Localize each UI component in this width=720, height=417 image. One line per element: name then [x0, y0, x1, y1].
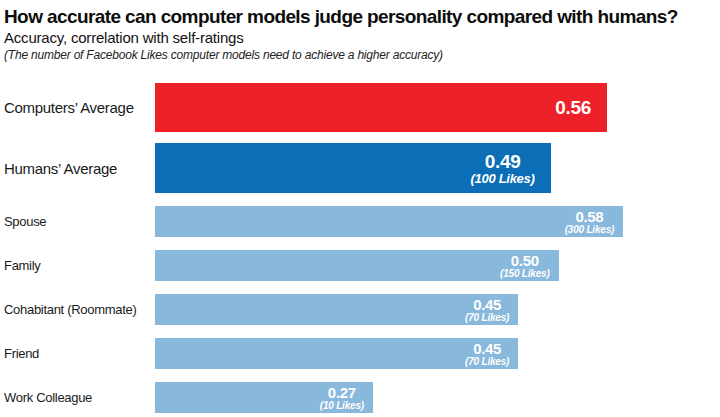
bar-computers-average: 0.56: [155, 83, 607, 132]
bar-value-block: 0.56: [555, 97, 591, 118]
bar-track: 0.50 (150 Likes): [155, 250, 720, 281]
bar-value: 0.58: [575, 209, 603, 224]
bar-track: 0.58 (300 Likes): [155, 206, 720, 237]
bar-row-spouse: Spouse 0.58 (300 Likes): [0, 206, 720, 237]
bar-likes-label: (70 Likes): [465, 312, 509, 323]
bar-value-block: 0.50 (150 Likes): [500, 253, 550, 279]
bar-value: 0.45: [473, 341, 501, 356]
bar-label-humans-average: Humans’ Average: [0, 160, 155, 177]
bar-likes-label: (100 Likes): [471, 172, 535, 186]
bar-track: 0.45 (70 Likes): [155, 294, 720, 325]
bar-track: 0.27 (10 Likes): [155, 382, 720, 413]
chart-note: (The number of Facebook Likes computer m…: [4, 48, 716, 62]
bar-row-cohabitant: Cohabitant (Roommate) 0.45 (70 Likes): [0, 294, 720, 325]
bar-cohabitant: 0.45 (70 Likes): [155, 294, 518, 325]
chart-subtitle: Accuracy, correlation with self-ratings: [4, 28, 716, 48]
bar-row-computers-average: Computers’ Average 0.56: [0, 83, 720, 132]
bar-chart: Computers’ Average 0.56 Humans’ Average …: [0, 83, 720, 413]
bar-value: 0.56: [555, 97, 591, 118]
bar-label-family: Family: [0, 258, 155, 273]
bar-label-cohabitant: Cohabitant (Roommate): [0, 302, 155, 317]
bar-row-friend: Friend 0.45 (70 Likes): [0, 338, 720, 369]
bar-spouse: 0.58 (300 Likes): [155, 206, 623, 237]
bar-value: 0.27: [328, 385, 356, 400]
bar-likes-label: (150 Likes): [500, 268, 550, 279]
bar-label-friend: Friend: [0, 346, 155, 361]
bar-value-block: 0.45 (70 Likes): [465, 341, 509, 367]
bar-likes-label: (300 Likes): [565, 224, 615, 235]
bar-value-block: 0.27 (10 Likes): [320, 385, 364, 411]
chart-header: How accurate can computer models judge p…: [0, 0, 720, 62]
bar-family: 0.50 (150 Likes): [155, 250, 559, 281]
bar-value: 0.45: [473, 297, 501, 312]
bar-label-work-colleague: Work Colleague: [0, 390, 155, 405]
chart-title: How accurate can computer models judge p…: [4, 5, 716, 28]
bar-row-work-colleague: Work Colleague 0.27 (10 Likes): [0, 382, 720, 413]
bar-row-family: Family 0.50 (150 Likes): [0, 250, 720, 281]
bar-work-colleague: 0.27 (10 Likes): [155, 382, 373, 413]
bar-value: 0.50: [511, 253, 539, 268]
bar-label-spouse: Spouse: [0, 214, 155, 229]
bar-value: 0.49: [485, 151, 521, 172]
bar-humans-average: 0.49 (100 Likes): [155, 143, 551, 193]
bar-track: 0.45 (70 Likes): [155, 338, 720, 369]
bar-row-humans-average: Humans’ Average 0.49 (100 Likes): [0, 143, 720, 193]
bar-track: 0.49 (100 Likes): [155, 143, 720, 193]
bar-track: 0.56: [155, 83, 720, 132]
bar-label-computers-average: Computers’ Average: [0, 99, 155, 116]
chart-canvas: How accurate can computer models judge p…: [0, 0, 720, 417]
bar-likes-label: (70 Likes): [465, 356, 509, 367]
bar-value-block: 0.49 (100 Likes): [471, 151, 535, 186]
bar-value-block: 0.58 (300 Likes): [565, 209, 615, 235]
bar-value-block: 0.45 (70 Likes): [465, 297, 509, 323]
bar-likes-label: (10 Likes): [320, 400, 364, 411]
bar-friend: 0.45 (70 Likes): [155, 338, 518, 369]
